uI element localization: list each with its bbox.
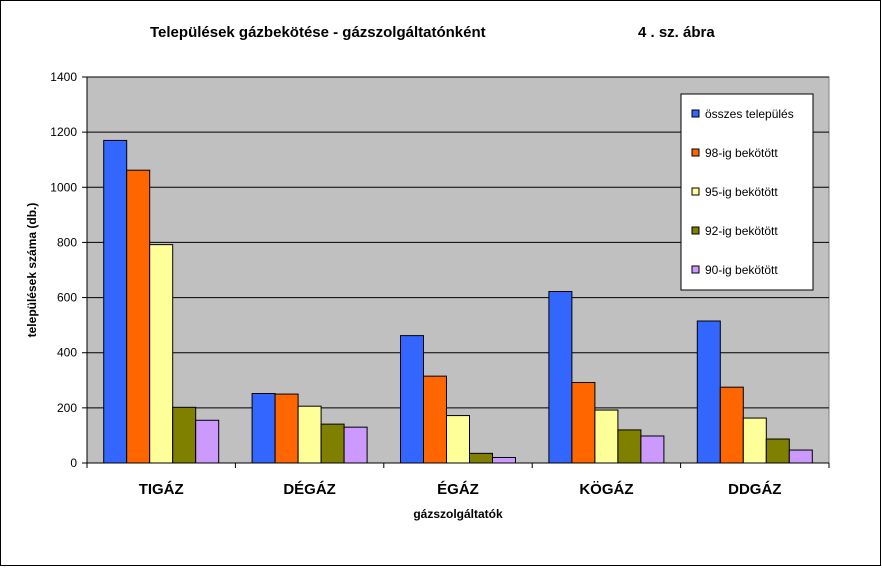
bar-ddgáz-series-5 [788,449,813,464]
x-axis-title: gázszolgáltatók [413,507,503,521]
axes [82,76,830,468]
figure-label: 4 . sz. ábra [638,24,715,41]
bar-tigáz-series-1 [103,139,128,464]
bar-égáz-series-5 [492,456,516,464]
legend-swatch [691,148,700,157]
bar-égáz-series-3 [446,415,470,464]
bar-ddgáz-series-4 [765,438,790,464]
legend-label: 95-ig bekötött [705,185,778,199]
y-axis-title: települések száma (db.) [25,203,39,338]
bar-dégáz-series-3 [297,405,322,464]
bar-égáz-series-1 [400,335,424,464]
bar-kögáz-series-2 [571,381,596,464]
bar-ddgáz-series-1 [696,320,721,464]
x-category-label: KÖGÁZ [579,481,633,498]
tick-labels: 0 200 400 600 800 1000 1200 1400 TIGÁZ DÉGÁZ ÉGÁZ K… [50,70,781,498]
bar-kögáz-series-1 [548,291,573,464]
legend-box [680,93,814,291]
bar-égáz-series-2 [423,375,447,464]
x-category-label: DDGÁZ [728,481,781,498]
bar-ddgáz-series-3 [742,417,767,464]
bar-dégáz-series-1 [251,393,276,464]
y-tick-label: 0 [70,456,77,470]
bar-tigáz-series-5 [195,419,220,464]
bar-tigáz-series-2 [126,169,151,464]
bar-tigáz-series-4 [172,406,197,464]
legend: összes település 98-ig bekötött 95-ig bekö… [680,93,814,291]
legend-label: 90-ig bekötött [705,263,778,277]
y-tick-label: 600 [57,291,77,305]
bar-dégáz-series-4 [320,423,345,464]
bar-dégáz-series-2 [274,393,299,464]
y-tick-label: 1200 [50,125,77,139]
y-tick-label: 200 [57,401,77,415]
legend-swatch [691,187,700,196]
legend-label: 92-ig bekötött [705,224,778,238]
y-tick-label: 1400 [50,70,77,84]
y-tick-label: 800 [57,235,77,249]
legend-swatch [691,109,700,118]
legend-label: 98-ig bekötött [705,146,778,160]
x-category-label: DÉGÁZ [283,481,336,498]
bar-kögáz-series-3 [594,409,619,464]
bar-kögáz-series-4 [617,429,642,464]
x-category-label: TIGÁZ [139,481,184,498]
bar-dégáz-series-5 [343,426,368,464]
bars [103,139,813,464]
legend-swatch [691,265,700,274]
bar-kögáz-series-5 [640,435,665,464]
chart-title: Települések gázbekötése - gázszolgáltató… [150,24,486,41]
y-tick-label: 400 [57,346,77,360]
y-tick-label: 1000 [50,180,77,194]
legend-swatch [691,226,700,235]
legend-label: összes település [705,107,794,121]
bar-ddgáz-series-2 [719,386,744,464]
bar-tigáz-series-3 [149,244,174,464]
bar-égáz-series-4 [469,452,493,464]
x-category-label: ÉGÁZ [437,481,479,498]
